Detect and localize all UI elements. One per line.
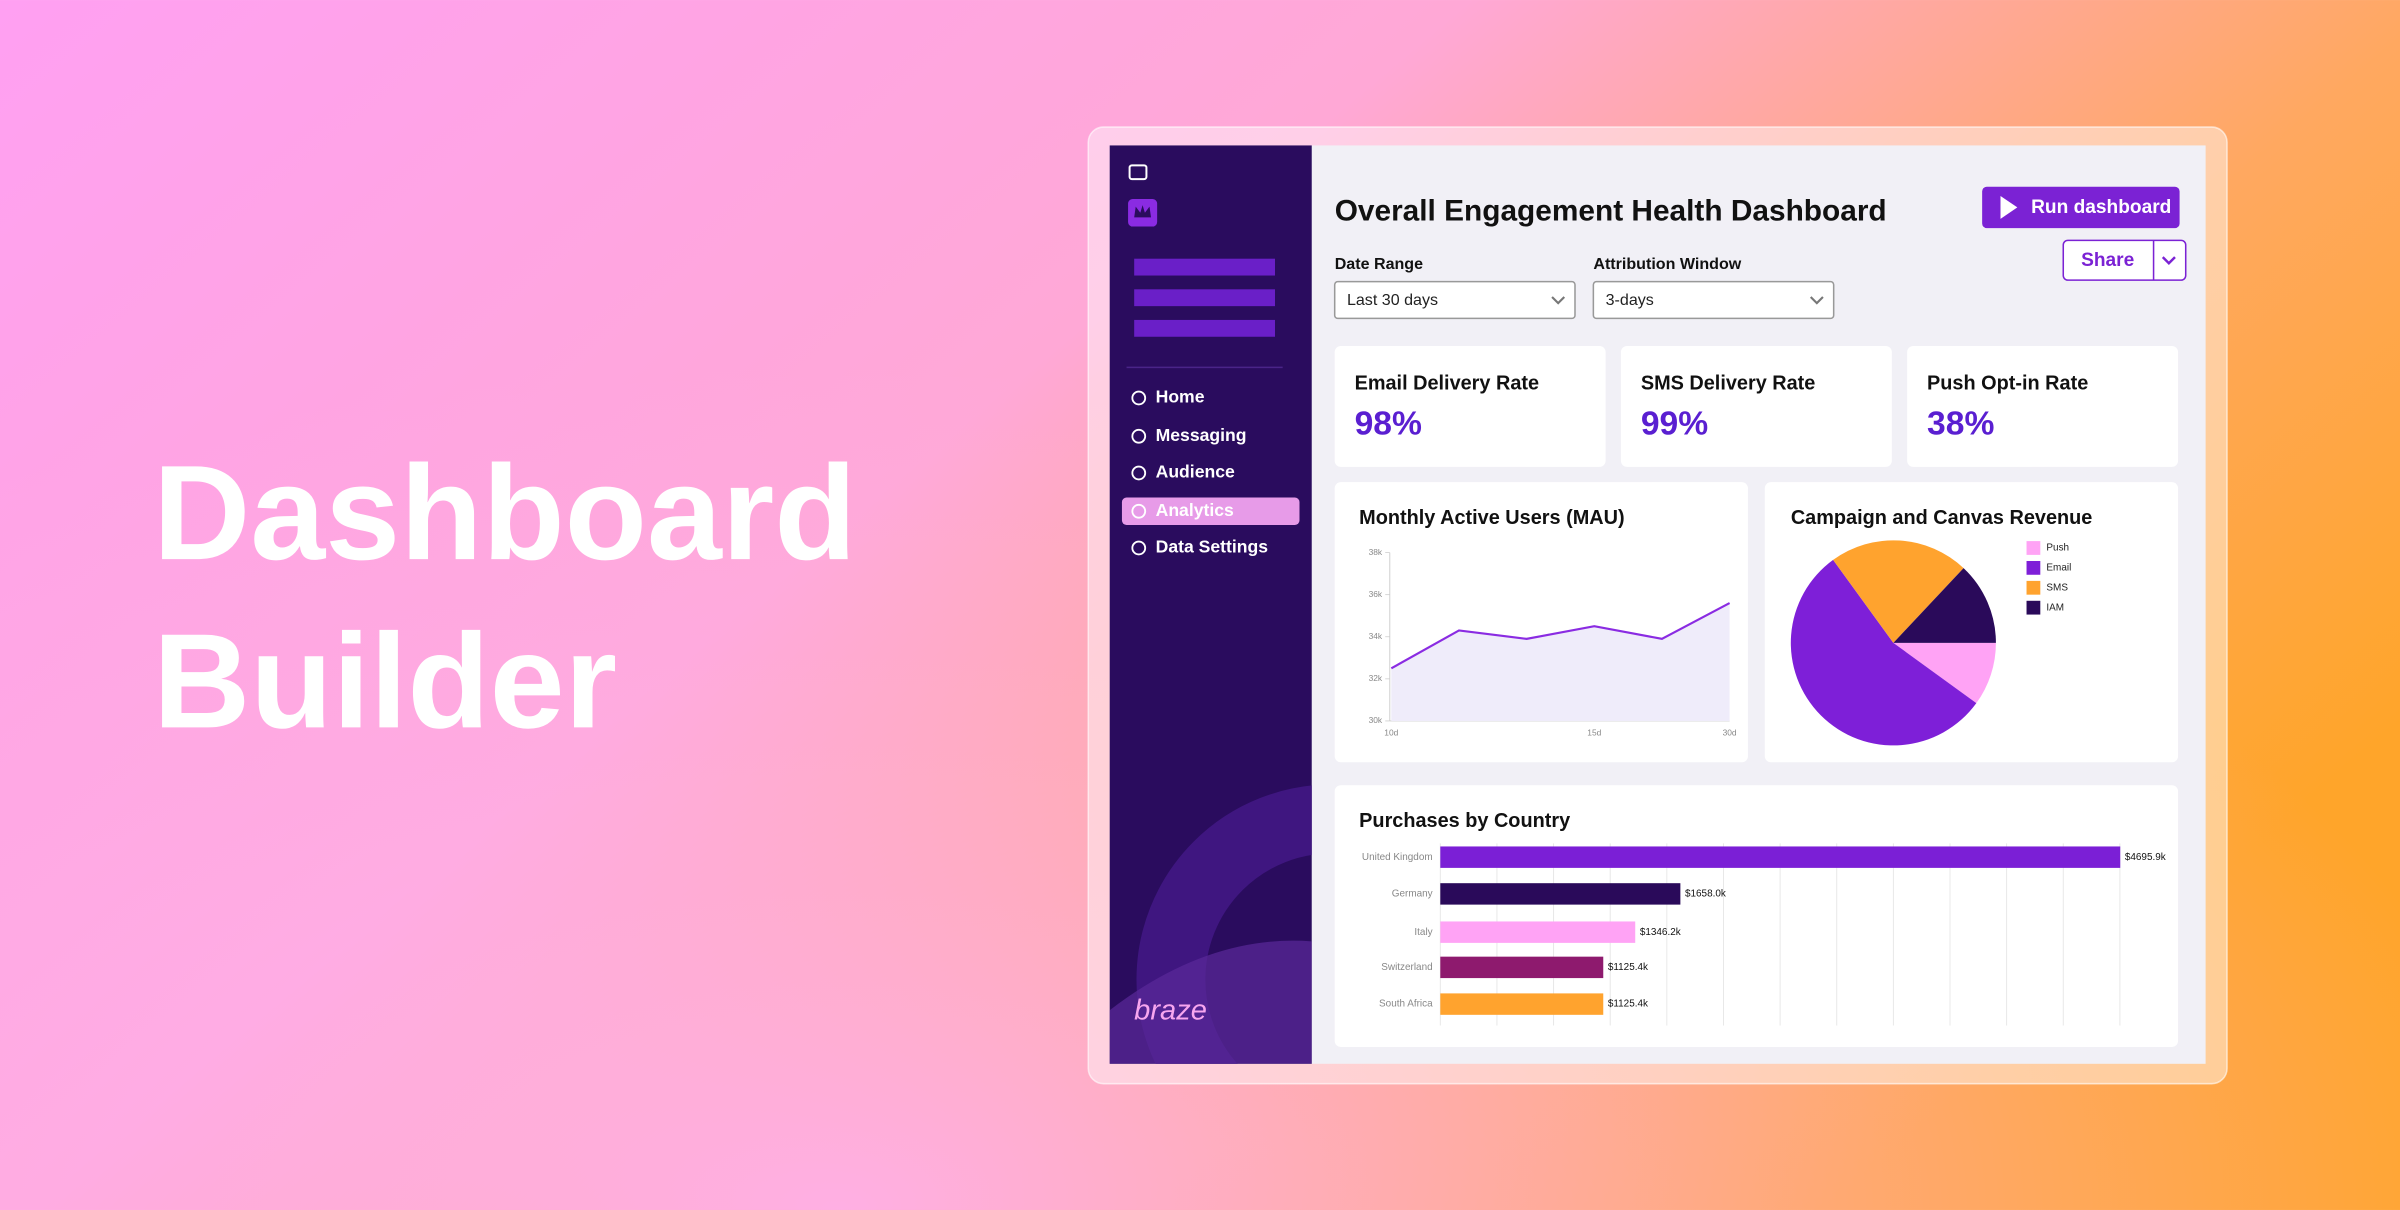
line-chart: 30k 32k 34k 36k 38k 10d 15d 30d — [1369, 547, 1737, 738]
select[interactable] — [1592, 280, 1835, 320]
pie-slice — [1790, 559, 1977, 746]
x-tick-label: 30d — [1723, 727, 1737, 737]
legend-label: Email — [2046, 563, 2071, 574]
filter-label: Attribution Window — [1593, 255, 1741, 273]
y-tick-label: 38k — [1369, 547, 1383, 557]
bar — [1440, 883, 1681, 905]
kpi-label: Email Delivery Rate — [1355, 372, 1540, 394]
run-button[interactable] — [1982, 186, 2180, 229]
nav-item[interactable]: Analytics — [1156, 500, 1234, 520]
dashboard-title: Overall Engagement Health Dashboard — [1335, 195, 1887, 228]
nav-item[interactable]: Home — [1156, 387, 1205, 407]
value-label: $4695.9k — [2125, 852, 2166, 863]
category-label: Germany — [1392, 889, 1433, 900]
category-label: Switzerland — [1381, 962, 1432, 973]
logo-crown — [1134, 205, 1152, 218]
nav-active-bg — [1121, 497, 1300, 526]
play-icon — [2000, 195, 2018, 219]
collapse-icon[interactable] — [1128, 164, 1148, 181]
kpi-value: 99% — [1641, 405, 1708, 442]
nav-icon — [1131, 428, 1147, 444]
legend-label: IAM — [2046, 602, 2064, 613]
category-label: Italy — [1414, 927, 1432, 938]
nav-item[interactable]: Data Settings — [1156, 537, 1269, 557]
hero-title: Builder — [153, 605, 617, 756]
bar — [1440, 956, 1604, 979]
kpi-card — [1334, 345, 1606, 467]
pie-slice — [1893, 642, 1996, 704]
legend-label: SMS — [2046, 582, 2068, 593]
y-tick-label: 36k — [1369, 589, 1383, 599]
y-tick-label: 32k — [1369, 673, 1383, 683]
legend-label: Push — [2046, 543, 2069, 554]
value-label: $1125.4k — [1608, 999, 1648, 1010]
bar — [1440, 846, 2121, 868]
category-label: United Kingdom — [1362, 852, 1433, 863]
kpis: Email Delivery Rate 98% SMS Delivery Rate 9… — [1334, 345, 2179, 467]
chart-title: Campaign and Canvas Revenue — [1791, 507, 2093, 529]
pie-slice — [1833, 540, 1964, 643]
select-value: Last 30 days — [1347, 291, 1438, 309]
sidebar-decoration — [1109, 785, 1312, 1064]
nav: Home Messaging Audience Analytics Data Setti… — [1121, 387, 1300, 557]
kpi-value: 38% — [1927, 405, 1994, 442]
placeholder-bar — [1134, 258, 1275, 276]
select-value: 3-days — [1606, 291, 1654, 309]
kpi-card — [1620, 345, 1892, 467]
share-button[interactable] — [2062, 239, 2187, 281]
pie-slice — [1893, 568, 1996, 643]
nav-icon — [1131, 465, 1147, 481]
x-tick-label: 15d — [1587, 727, 1601, 737]
legend-swatch — [2026, 541, 2041, 555]
chart-title: Purchases by Country — [1359, 810, 1570, 832]
hero-title: Dashboard — [153, 437, 857, 588]
share-button-label: Share — [2081, 250, 2134, 271]
kpi-card — [1907, 345, 2179, 467]
share-dropdown[interactable] — [2161, 256, 2176, 266]
run-button-label: Run dashboard — [2031, 197, 2171, 218]
value-label: $1346.2k — [1640, 927, 1681, 938]
y-tick-label: 34k — [1369, 631, 1383, 641]
kpi-value: 98% — [1355, 405, 1422, 442]
legend-swatch — [2026, 600, 2041, 615]
select[interactable] — [1333, 280, 1576, 320]
kpi-label: Push Opt-in Rate — [1927, 372, 2088, 394]
placeholder-bar — [1134, 289, 1275, 307]
value-label: $1658.0k — [1685, 889, 1726, 900]
nav-item[interactable]: Messaging — [1156, 425, 1247, 445]
placeholder-bar — [1134, 319, 1275, 337]
legend-swatch — [2026, 580, 2041, 595]
chart-title: Monthly Active Users (MAU) — [1359, 507, 1624, 529]
nav-icon — [1131, 540, 1147, 556]
pie-chart: Push Email SMS IAM — [1790, 540, 2071, 746]
bar — [1440, 993, 1604, 1015]
nav-icon — [1131, 503, 1147, 519]
brand-logo: braze — [1134, 994, 1207, 1026]
legend-swatch — [2026, 560, 2041, 575]
y-tick-label: 30k — [1369, 715, 1383, 725]
nav-icon — [1131, 390, 1147, 406]
select-chevron — [1809, 296, 1824, 305]
bar-chart: United Kingdom $4695.9k Germany $1658.0k Ita… — [1362, 843, 2166, 1026]
filter-label: Date Range — [1335, 255, 1423, 273]
bar — [1440, 921, 1636, 943]
select-chevron — [1551, 296, 1566, 305]
category-label: South Africa — [1379, 999, 1433, 1010]
line — [1390, 602, 1731, 670]
nav-item[interactable]: Audience — [1156, 462, 1235, 482]
value-label: $1125.4k — [1608, 962, 1648, 973]
filters: Date Range Last 30 days Attribution Window… — [1333, 255, 1835, 320]
x-tick-label: 10d — [1384, 727, 1398, 737]
kpi-label: SMS Delivery Rate — [1641, 372, 1816, 394]
